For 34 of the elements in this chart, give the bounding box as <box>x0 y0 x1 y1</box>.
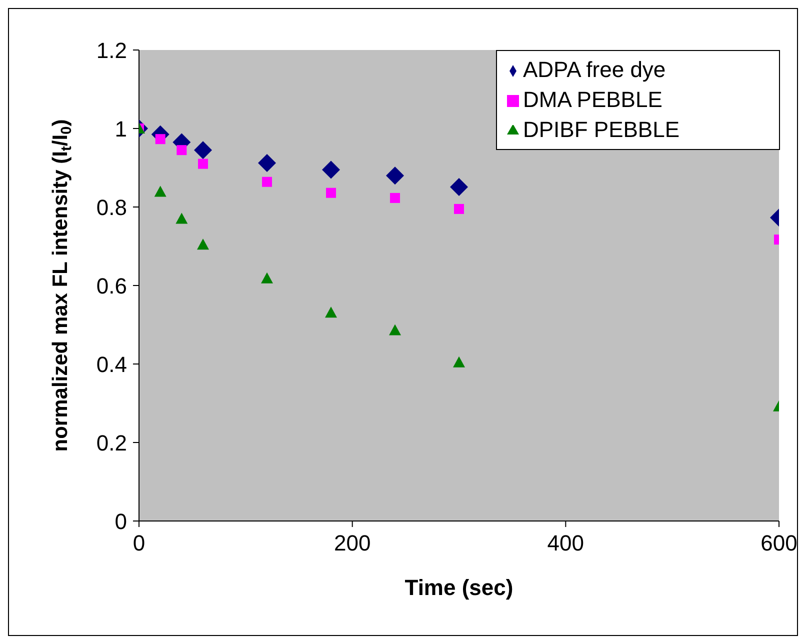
y-tick-label: 0.2 <box>96 430 127 456</box>
legend-label: DMA PEBBLE <box>523 87 662 112</box>
legend-label: ADPA free dye <box>523 57 666 82</box>
point <box>325 306 337 318</box>
y-tick-label: 0.8 <box>96 194 127 220</box>
point <box>454 204 464 214</box>
point <box>198 158 208 169</box>
x-tick-label: 600 <box>760 530 798 556</box>
point <box>262 176 272 187</box>
y-tick-label: 0.4 <box>96 352 127 377</box>
point <box>261 272 273 284</box>
point <box>194 141 212 160</box>
x-tick-label: 200 <box>334 530 371 556</box>
legend-label: DPIBF PEBBLE <box>523 117 680 142</box>
y-tick-label: 0 <box>114 508 127 534</box>
point <box>450 178 468 196</box>
point <box>155 134 166 144</box>
point <box>322 160 340 179</box>
point <box>197 238 209 250</box>
point <box>326 188 336 198</box>
point <box>390 192 400 203</box>
x-tick-label: 400 <box>547 530 584 556</box>
point <box>258 154 276 172</box>
point <box>176 212 188 224</box>
x-axis-title: Time (sec) <box>404 575 514 600</box>
point <box>176 145 187 156</box>
y-tick-label: 0.6 <box>96 273 127 298</box>
point <box>389 324 401 336</box>
x-tick-label: 0 <box>132 530 146 556</box>
point <box>154 186 166 197</box>
y-tick-label: 1 <box>114 116 127 142</box>
point <box>453 356 465 368</box>
y-tick-label: 1.2 <box>96 38 127 63</box>
point <box>386 166 404 185</box>
